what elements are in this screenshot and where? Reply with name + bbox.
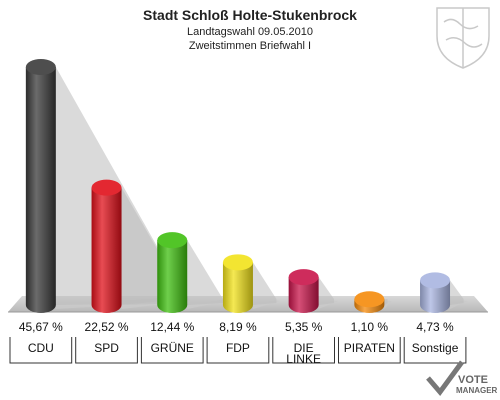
category-label: Sonstige xyxy=(412,341,459,355)
category-box xyxy=(206,337,270,364)
bar-cdu xyxy=(25,59,56,313)
logo-manager-text: MANAGER xyxy=(456,386,498,395)
bar-spd xyxy=(91,179,122,313)
bar-shadow-cast xyxy=(450,280,464,305)
category-box xyxy=(338,337,401,364)
value-label: 1,10 % xyxy=(351,320,389,334)
category-label: CDU xyxy=(28,341,54,355)
category-box xyxy=(272,337,335,364)
coat-of-arms-icon xyxy=(436,7,490,69)
category-box xyxy=(140,337,204,364)
bar-shadow-cast xyxy=(384,299,388,305)
bars xyxy=(25,59,451,313)
value-label: 45,67 % xyxy=(19,320,63,334)
value-label: 22,52 % xyxy=(85,320,129,334)
category-label: GRÜNE xyxy=(151,341,194,355)
logo-vote-text: VOTE xyxy=(458,374,488,386)
value-label: 5,35 % xyxy=(285,320,323,334)
category-box xyxy=(75,337,138,364)
bar-shadow-cast xyxy=(318,277,334,305)
bar-shadow-cast xyxy=(187,240,223,305)
value-label: 12,44 % xyxy=(150,320,194,334)
category-label: PIRATEN xyxy=(344,341,395,355)
chart-title: Stadt Schloß Holte-Stukenbrock xyxy=(143,7,357,23)
bar-shadow-cast xyxy=(252,262,277,305)
bar-grüne xyxy=(157,232,188,313)
chart-subtitle-date: Landtagswahl 09.05.2010 xyxy=(187,26,313,38)
category-label: SPD xyxy=(94,341,119,355)
category-labels: CDU SPD GRÜNE FDP DIE LINKE PIRATEN Sonstige xyxy=(28,341,459,366)
vote-manager-logo: VOTE MANAGER xyxy=(426,360,498,397)
value-labels: 45,67 % 22,52 % 12,44 % 8,19 % 5,35 % 1,10 % 4… xyxy=(19,320,454,334)
category-label: DIE LINKE xyxy=(286,341,321,366)
category-box xyxy=(9,337,73,364)
bar-piraten xyxy=(354,291,385,313)
bar-fdp xyxy=(222,254,253,313)
bar-die-linke xyxy=(288,269,319,313)
check-icon xyxy=(426,360,465,397)
chart-subtitle-type: Zweitstimmen Briefwahl I xyxy=(189,40,311,52)
value-label: 8,19 % xyxy=(219,320,257,334)
bar-shadows xyxy=(55,67,468,309)
category-box xyxy=(403,337,467,364)
category-label: FDP xyxy=(226,341,250,355)
category-boxes xyxy=(9,337,467,364)
value-label: 4,73 % xyxy=(416,320,454,334)
bar-sonstige xyxy=(420,272,451,313)
